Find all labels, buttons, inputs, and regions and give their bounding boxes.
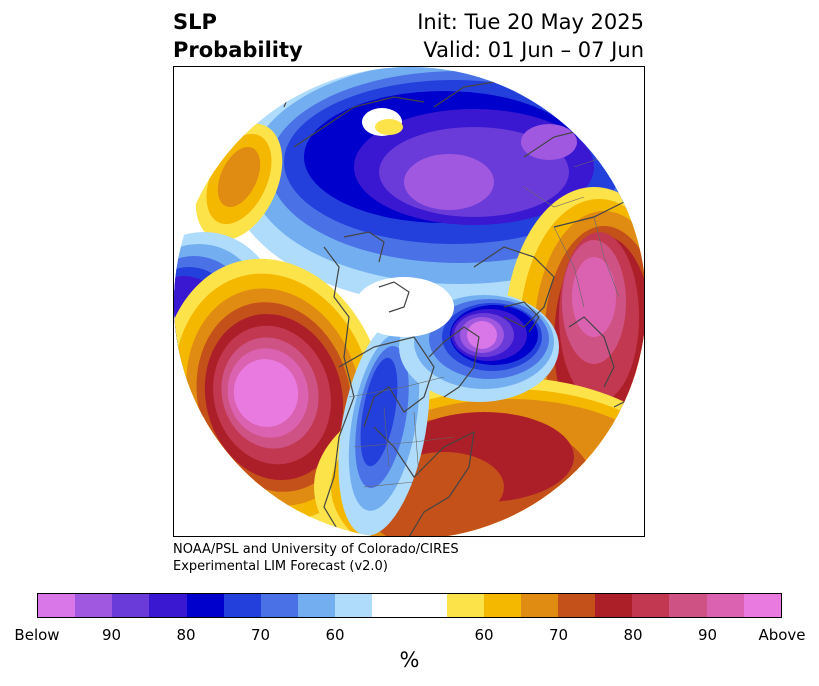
colorbar-segment	[483, 594, 521, 617]
colorbar-segment	[75, 594, 113, 617]
title-left: SLP Probability	[173, 8, 303, 64]
colorbar-tick-label: Above	[758, 626, 806, 644]
colorbar-tick-label: Below	[14, 626, 60, 644]
colorbar-unit-label: %	[399, 648, 420, 672]
colorbar-segment	[409, 594, 447, 617]
colorbar-segment	[335, 594, 373, 617]
colorbar-tick-label: 70	[548, 626, 569, 644]
colorbar-segment	[38, 594, 76, 617]
below-region-central-na	[338, 318, 430, 536]
credit-line-2: Experimental LIM Forecast (v2.0)	[173, 559, 388, 574]
colorbar-segment	[297, 594, 336, 617]
colorbar-tick-label: 80	[176, 626, 196, 644]
variable-title: SLP	[173, 10, 217, 34]
credit-text: NOAA/PSL and University of Colorado/CIRE…	[173, 541, 459, 575]
colorbar-ticks: Below 90 80 70 60 60 70 80 90 Above	[0, 626, 819, 646]
colorbar-tick-label: 60	[325, 626, 345, 644]
colorbar-segment	[520, 594, 558, 617]
valid-range: Valid: 01 Jun – 07 Jun	[423, 38, 644, 62]
colorbar-segment	[149, 594, 187, 617]
colorbar-tick-label: 60	[474, 626, 494, 644]
colorbar-segment	[632, 594, 670, 617]
country-borders	[348, 156, 635, 488]
colorbar-tick-label: 80	[623, 626, 643, 644]
colorbar-segment	[669, 594, 707, 617]
credit-line-1: NOAA/PSL and University of Colorado/CIRE…	[173, 542, 459, 557]
polar-map	[174, 67, 644, 536]
title-right: Init: Tue 20 May 2025 Valid: 01 Jun – 07…	[417, 8, 644, 64]
colorbar-segment	[260, 594, 298, 617]
colorbar-segment	[743, 594, 781, 617]
colorbar-segment	[186, 594, 224, 617]
colorbar-segment	[372, 594, 410, 617]
colorbar-segment	[557, 594, 596, 617]
colorbar-segment	[112, 594, 150, 617]
colorbar-tick-label: 70	[250, 626, 271, 644]
probability-field	[174, 67, 644, 536]
colorbar-segment	[595, 594, 633, 617]
colorbar-segment	[446, 594, 484, 617]
colorbar	[37, 593, 782, 618]
init-date: Init: Tue 20 May 2025	[417, 10, 644, 34]
colorbar-tick-label: 90	[697, 626, 718, 644]
colorbar-tick-label: 90	[101, 626, 122, 644]
map-panel	[173, 66, 645, 537]
field-title: Probability	[173, 38, 303, 62]
colorbar-segment	[223, 594, 261, 617]
colorbar-segment	[706, 594, 744, 617]
